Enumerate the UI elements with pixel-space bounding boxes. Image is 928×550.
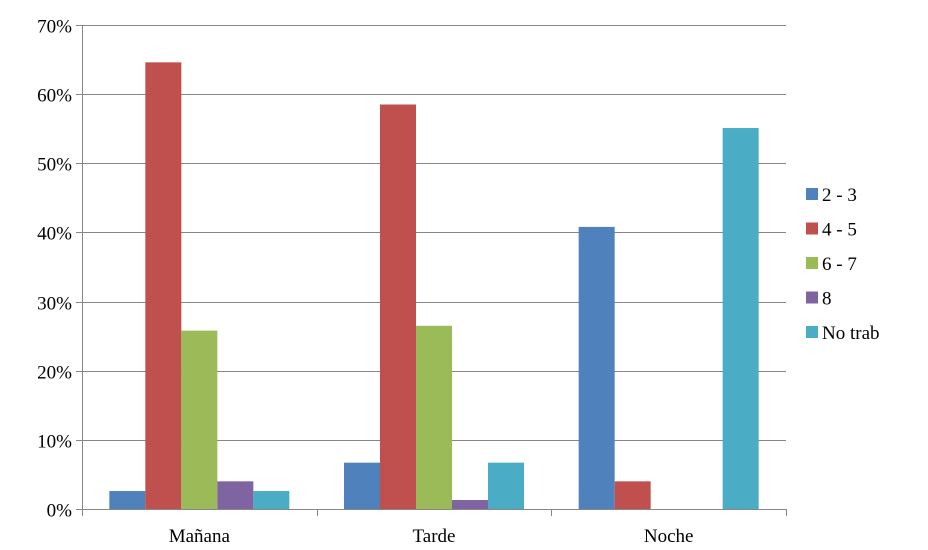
x-tick-label: Tarde (413, 526, 456, 547)
axes (76, 25, 787, 516)
bar-4-5-Mañana (145, 62, 182, 509)
y-tick-label: 20% (37, 363, 72, 384)
legend-swatch (806, 257, 818, 269)
bar-2-3-Noche (578, 226, 615, 509)
bar-4-5-Noche (614, 481, 651, 509)
x-tick-labels: Mañana Tarde Noche (169, 526, 694, 547)
bar-6-7-Tarde (416, 325, 452, 509)
y-tick-labels: 0% 10% 20% 30% 40% 50% 60% 70% (37, 17, 72, 522)
bar-8-Mañana (217, 481, 254, 509)
bar-Notrab-Tarde (488, 462, 524, 509)
bar-2-3-Tarde (344, 462, 380, 509)
legend-label: 2 - 3 (822, 185, 857, 206)
y-tick-label: 70% (37, 17, 72, 38)
y-tick-label: 30% (37, 294, 72, 315)
legend-swatch (806, 188, 818, 200)
bar-4-5-Tarde (380, 104, 416, 509)
legend-swatch (806, 222, 818, 235)
y-tick-label: 50% (37, 155, 72, 176)
bars (109, 62, 759, 509)
bar-2-3-Mañana (109, 491, 146, 509)
legend-label: 4 - 5 (822, 220, 857, 241)
legend-label: 8 (822, 289, 832, 310)
legend-label: No trab (822, 323, 880, 344)
y-tick-label: 40% (37, 224, 72, 245)
legend-swatch (806, 326, 818, 338)
legend-label: 6 - 7 (822, 254, 857, 275)
y-tick-label: 0% (47, 501, 73, 522)
bar-Notrab-Noche (722, 128, 759, 509)
bar-8-Tarde (452, 500, 488, 509)
legend: 2 - 3 4 - 5 6 - 7 8 No trab (806, 185, 880, 344)
bar-Notrab-Mañana (253, 491, 290, 509)
x-tick-label: Mañana (169, 526, 231, 547)
legend-swatch (806, 291, 818, 304)
y-tick-label: 10% (37, 432, 72, 453)
x-tick-label: Noche (644, 526, 694, 547)
bar-6-7-Mañana (181, 330, 218, 509)
y-tick-label: 60% (37, 86, 72, 107)
